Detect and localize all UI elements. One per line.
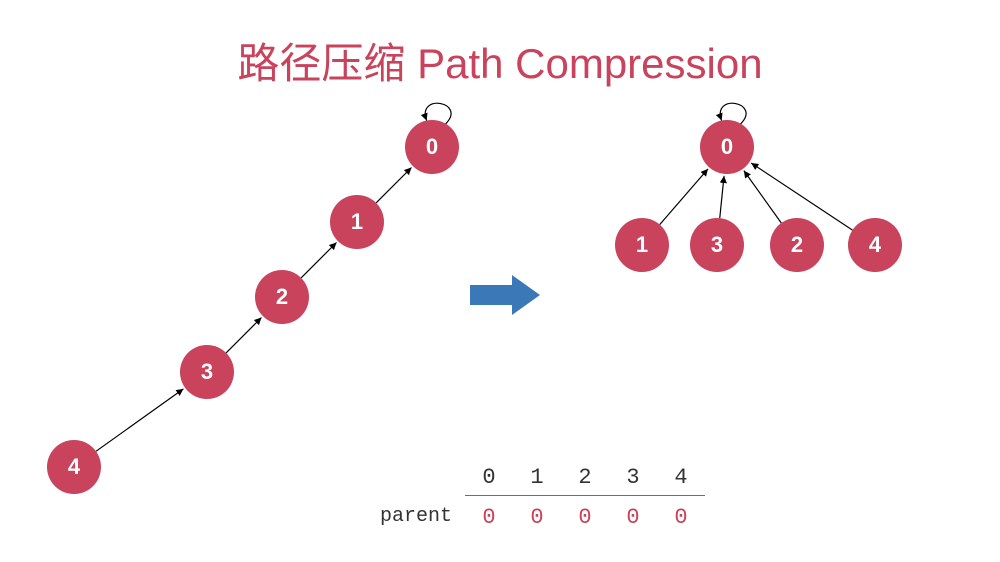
parent-table-value-2: 0 [561,505,609,530]
node-left-2: 2 [255,270,309,324]
transition-arrow [470,275,540,320]
parent-table-header-0: 0 [465,465,513,490]
parent-table-divider [465,495,705,496]
node-right-4: 4 [848,218,902,272]
node-right-root-0: 0 [700,120,754,174]
node-left-0: 0 [405,120,459,174]
node-right-1: 1 [615,218,669,272]
node-left-4: 4 [47,440,101,494]
node-left-3: 3 [180,345,234,399]
node-right-2: 2 [770,218,824,272]
parent-table-header-2: 2 [561,465,609,490]
parent-table-value-0: 0 [465,505,513,530]
parent-table-value-4: 0 [657,505,705,530]
parent-table-header-4: 4 [657,465,705,490]
parent-table-label: parent [380,505,452,528]
parent-table-header-3: 3 [609,465,657,490]
node-left-1: 1 [330,195,384,249]
parent-table-value-1: 0 [513,505,561,530]
parent-table-value-3: 0 [609,505,657,530]
node-right-3: 3 [690,218,744,272]
parent-table-header-1: 1 [513,465,561,490]
diagram-title: 路径压缩 Path Compression [0,30,1000,91]
